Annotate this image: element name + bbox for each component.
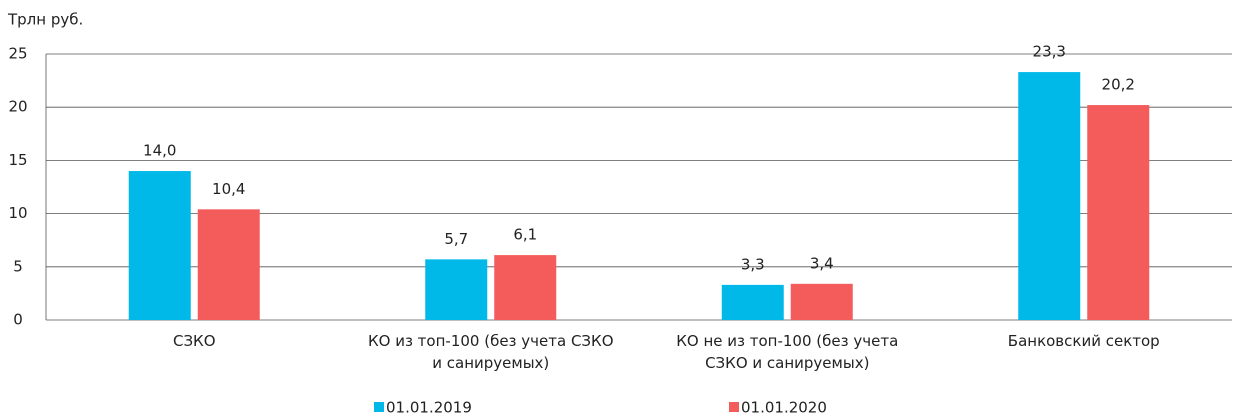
- value-label: 5,7: [444, 230, 468, 248]
- y-tick-label: 25: [8, 45, 27, 63]
- value-label: 14,0: [143, 142, 176, 160]
- legend-label: 01.01.2019: [386, 399, 472, 417]
- y-tick-label: 20: [8, 98, 27, 116]
- x-tick-label: КО не из топ-100 (без учета СЗКО и санир…: [676, 332, 899, 372]
- bar: [197, 209, 260, 320]
- legend-label: 01.01.2020: [741, 399, 827, 417]
- value-label: 23,3: [1033, 43, 1066, 61]
- y-tick-label: 0: [13, 311, 23, 329]
- bar: [790, 283, 853, 320]
- bar: [494, 255, 557, 320]
- value-label: 10,4: [212, 180, 245, 198]
- bar: [128, 171, 191, 320]
- x-tick-label: Банковский сектор: [1007, 332, 1160, 350]
- y-tick-label: 10: [8, 204, 27, 222]
- y-tick-label: 15: [8, 151, 27, 169]
- bar: [425, 259, 488, 320]
- legend-swatch: [729, 402, 739, 412]
- value-label: 20,2: [1102, 76, 1135, 94]
- bar: [1087, 105, 1150, 321]
- value-label: 3,3: [741, 255, 765, 273]
- legend-swatch: [374, 402, 384, 412]
- y-tick-label: 5: [13, 257, 23, 275]
- value-label: 6,1: [513, 226, 537, 244]
- bar: [721, 284, 784, 320]
- value-label: 3,4: [810, 254, 834, 272]
- x-tick-label: СЗКО: [172, 332, 216, 350]
- y-axis-label: Трлн руб.: [7, 11, 83, 29]
- x-tick-label: КО из топ-100 (без учета СЗКО и санируем…: [367, 332, 614, 372]
- bar: [1018, 72, 1081, 320]
